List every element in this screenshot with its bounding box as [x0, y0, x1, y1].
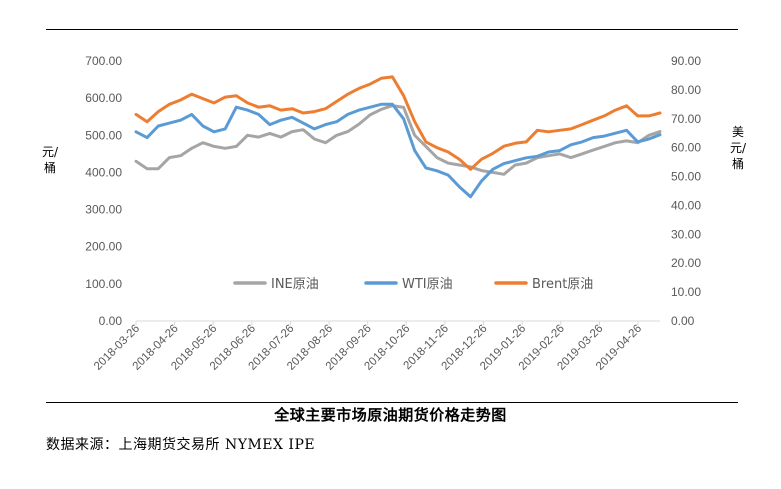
- y-right-tick-label: 40.00: [671, 198, 701, 212]
- y-left-tick-label: 300.00: [85, 203, 122, 217]
- y-left-tick-label: 400.00: [85, 165, 122, 179]
- y-right-tick-label: 90.00: [671, 54, 701, 68]
- data-source: 数据来源：上海期货交易所 NYMEX IPE: [46, 437, 316, 453]
- y-right-tick-label: 80.00: [671, 83, 701, 97]
- y-right-tick-label: 0.00: [671, 314, 695, 328]
- y-right-tick-label: 70.00: [671, 112, 701, 126]
- y-right-tick-label: 60.00: [671, 141, 701, 155]
- left-axis-title: 元/桶: [41, 145, 59, 175]
- y-left-tick-label: 500.00: [85, 128, 122, 142]
- chart-caption: 全球主要市场原油期货价格走势图: [274, 406, 507, 424]
- y-right-tick-label: 30.00: [671, 227, 701, 241]
- y-right-tick-label: 20.00: [671, 256, 701, 270]
- y-left-tick-label: 600.00: [85, 91, 122, 105]
- y-left-tick-label: 700.00: [85, 54, 122, 68]
- y-left-tick-label: 200.00: [85, 240, 122, 254]
- y-left-tick-label: 0.00: [99, 314, 123, 328]
- crude-oil-futures-chart: 0.00 100.00 200.00 300.00 400.00 500.00 600.00…: [85, 54, 701, 373]
- series-line: [134, 75, 662, 171]
- series-line: [134, 104, 662, 176]
- y-right-tick-label: 50.00: [671, 170, 701, 184]
- right-axis-title: 美元/桶: [729, 125, 747, 171]
- legend-label: Brent原油: [532, 277, 593, 292]
- legend-label: WTI原油: [402, 277, 453, 292]
- y-left-tick-label: 100.00: [85, 277, 122, 291]
- legend-label: INE原油: [271, 277, 319, 292]
- top-rule: [46, 29, 738, 30]
- series-line: [134, 102, 662, 199]
- bottom-rule: [46, 402, 738, 403]
- y-right-tick-label: 10.00: [671, 285, 701, 299]
